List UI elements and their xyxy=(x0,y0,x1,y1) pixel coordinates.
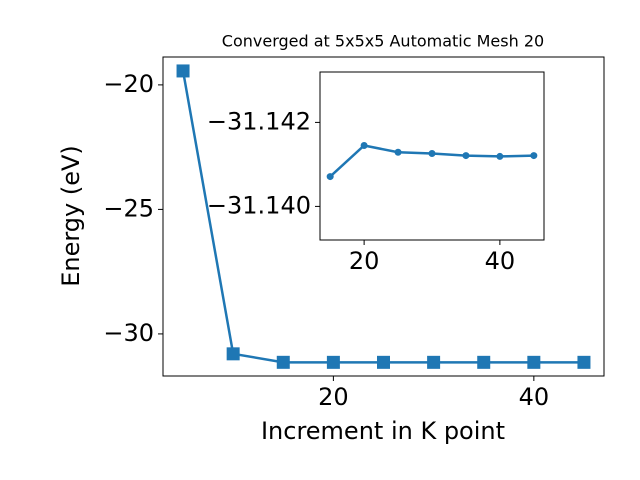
chart-title: Converged at 5x5x5 Automatic Mesh 20 xyxy=(222,32,544,51)
marker xyxy=(527,355,541,369)
y-tick-label: −20 xyxy=(103,70,154,98)
marker xyxy=(326,173,334,181)
y-tick-label: −31.140 xyxy=(207,191,311,219)
marker xyxy=(377,355,390,369)
y-tick-label: −30 xyxy=(103,319,154,347)
marker xyxy=(427,355,441,369)
marker xyxy=(360,142,368,149)
x-tick-label: 40 xyxy=(519,383,550,411)
x-tick-label: 20 xyxy=(318,383,349,411)
marker xyxy=(326,355,340,369)
x-tick-label: 40 xyxy=(485,247,516,275)
marker xyxy=(462,152,470,160)
y-tick-label: −25 xyxy=(103,194,154,222)
x-tick-label: 20 xyxy=(349,247,380,275)
marker xyxy=(577,355,591,369)
x-axis-label: Increment in K point xyxy=(261,417,505,445)
marker xyxy=(276,355,290,369)
marker xyxy=(226,347,240,361)
marker xyxy=(394,148,402,156)
marker xyxy=(176,64,190,78)
y-tick-label: −31.142 xyxy=(207,107,311,135)
marker xyxy=(496,152,504,160)
marker xyxy=(428,149,436,157)
y-axis-label: Energy (eV) xyxy=(57,145,85,287)
marker xyxy=(477,355,491,369)
marker xyxy=(530,152,538,160)
